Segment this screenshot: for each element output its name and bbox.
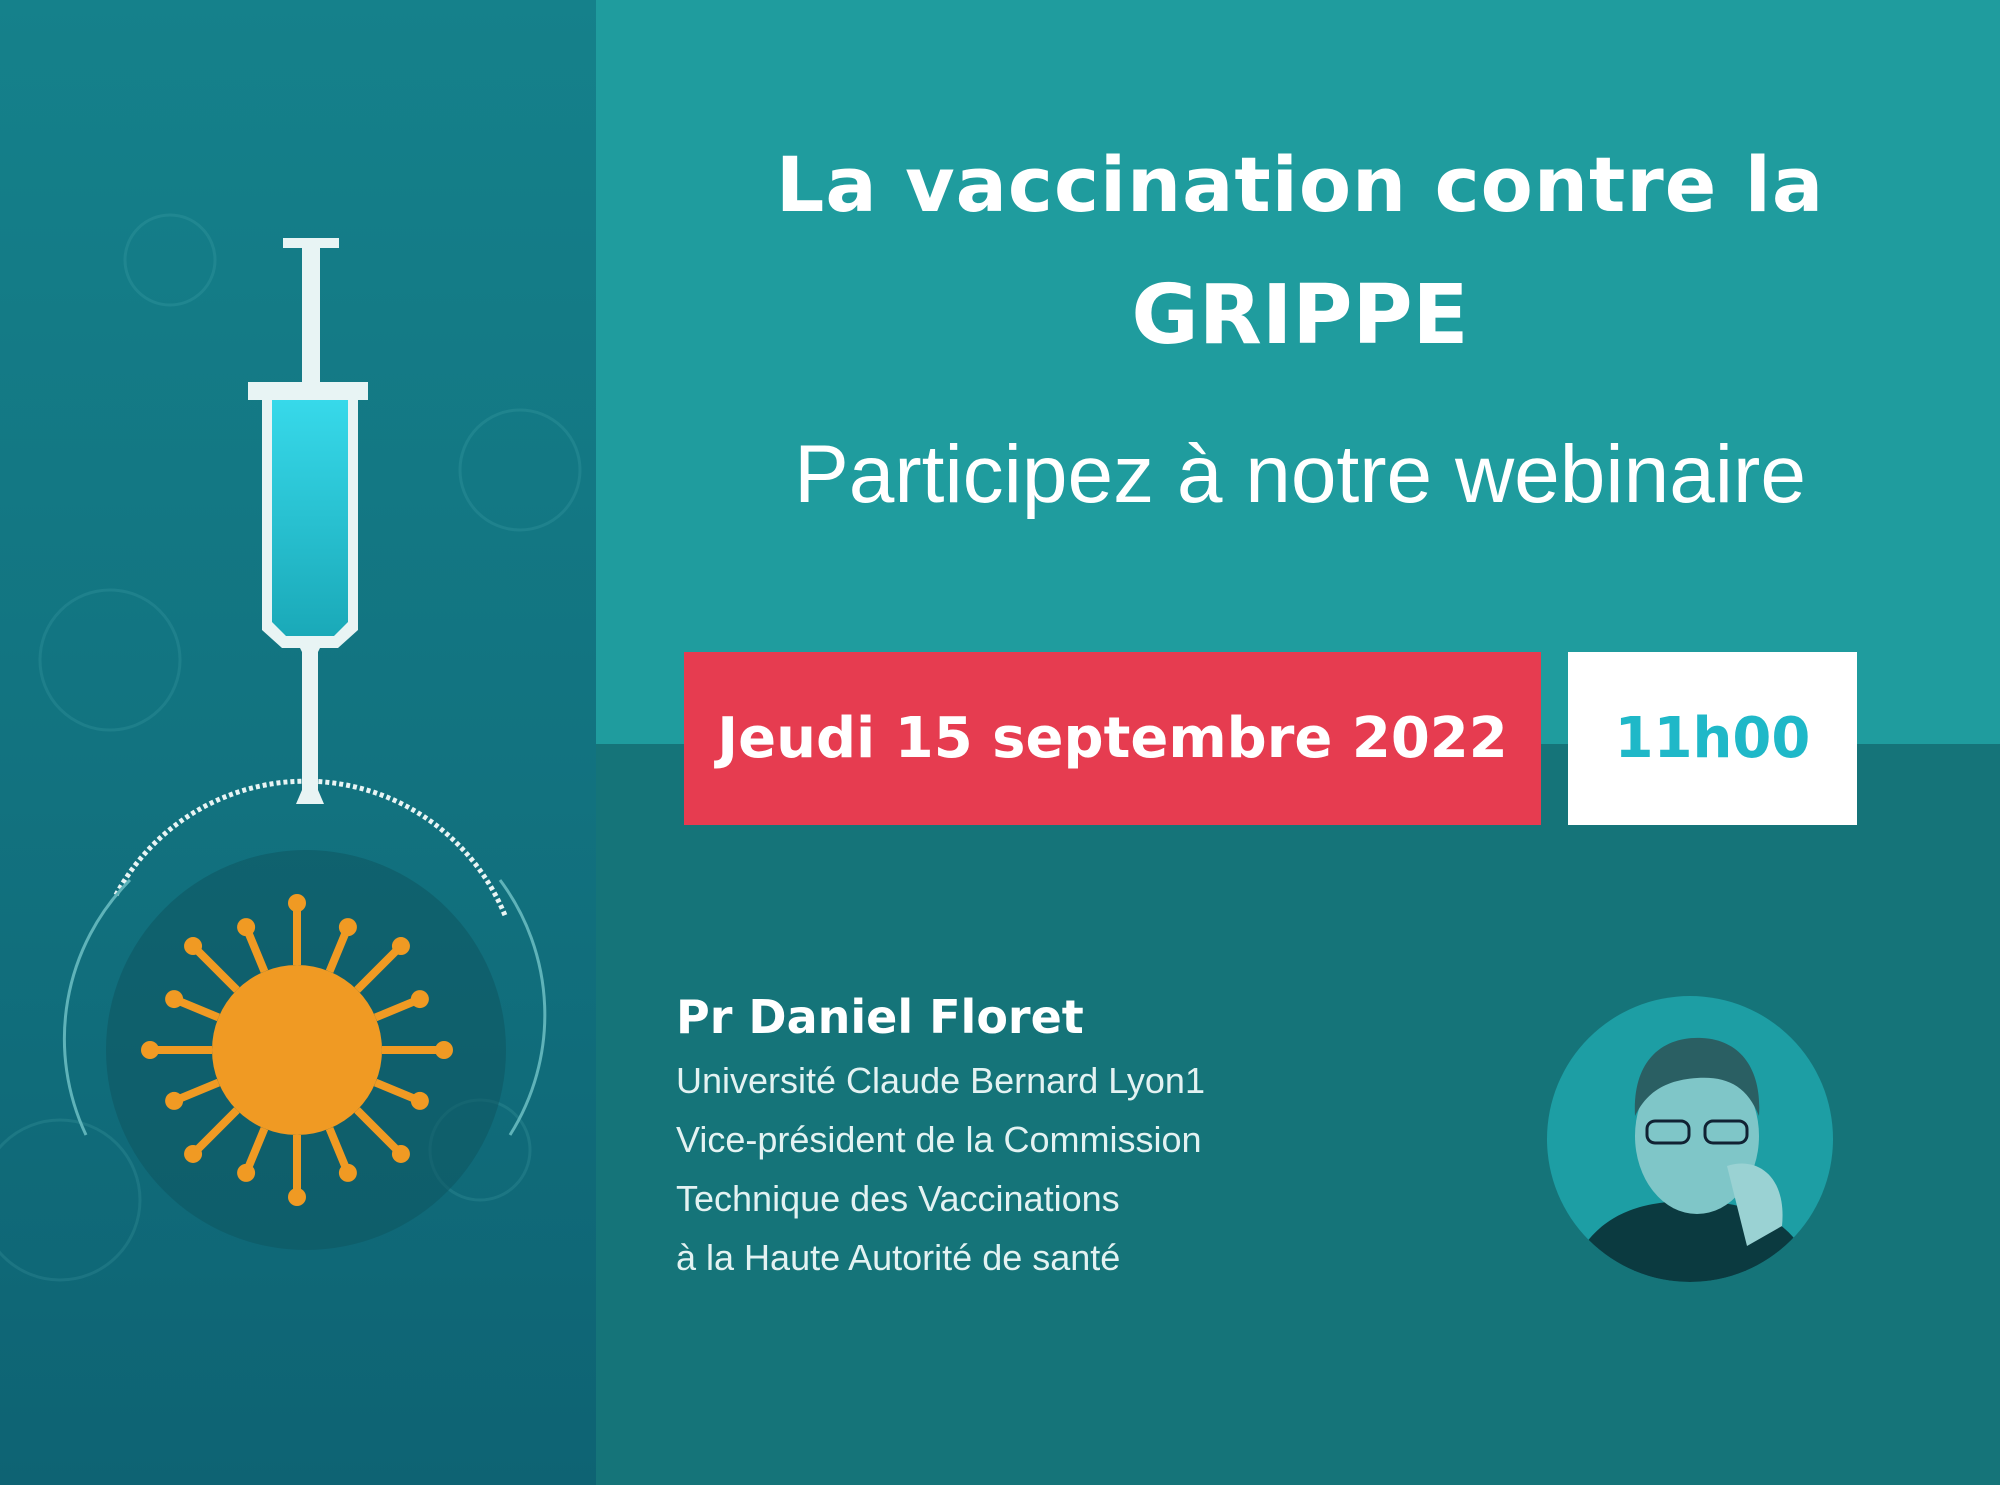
virus-icon bbox=[141, 894, 453, 1206]
speaker-photo bbox=[1547, 996, 1833, 1282]
virus-spike-tip bbox=[237, 1163, 256, 1182]
virus-spike-tip bbox=[165, 990, 184, 1009]
virus-spike bbox=[354, 943, 404, 993]
virus-spike-tip bbox=[184, 937, 203, 956]
virus-spike-tip bbox=[338, 918, 357, 937]
speaker-name: Pr Daniel Floret bbox=[676, 990, 1084, 1044]
virus-spike-tip bbox=[391, 937, 410, 956]
virus-body bbox=[212, 965, 382, 1135]
speaker-affiliation-line: à la Haute Autorité de santé bbox=[676, 1237, 1121, 1278]
speaker-affiliation-line: Technique des Vaccinations bbox=[676, 1178, 1120, 1219]
virus-spike bbox=[354, 1107, 404, 1157]
title-line1: La vaccination contre la bbox=[775, 140, 1825, 229]
event-date-badge: Jeudi 15 septembre 2022 bbox=[684, 652, 1541, 825]
virus-spike-tip bbox=[237, 918, 256, 937]
speaker-affiliation-line: Université Claude Bernard Lyon1 bbox=[676, 1060, 1205, 1101]
virus-spike-tip bbox=[435, 1041, 453, 1059]
speaker-affiliation-line: Vice-président de la Commission bbox=[676, 1119, 1202, 1160]
illustration-panel bbox=[0, 0, 596, 1485]
dotted-arc bbox=[113, 778, 509, 919]
event-time: 11h00 bbox=[1614, 706, 1811, 771]
syringe-icon bbox=[248, 238, 368, 804]
virus-spike-tip bbox=[288, 1188, 306, 1206]
subtitle: Participez à notre webinaire bbox=[794, 429, 1806, 520]
event-time-badge: 11h00 bbox=[1568, 652, 1857, 825]
virus-spike-tip bbox=[410, 1091, 429, 1110]
virus-spike-tip bbox=[184, 1144, 203, 1163]
virus-spike-tip bbox=[141, 1041, 159, 1059]
virus-spike-tip bbox=[165, 1091, 184, 1110]
virus-spike-tip bbox=[410, 990, 429, 1009]
event-date: Jeudi 15 septembre 2022 bbox=[717, 706, 1508, 771]
virus-spike-tip bbox=[288, 894, 306, 912]
title-line2: GRIPPE bbox=[1131, 268, 1469, 363]
virus-spike bbox=[190, 1107, 240, 1157]
virus-spike-tip bbox=[391, 1144, 410, 1163]
virus-spike bbox=[190, 943, 240, 993]
virus-spike-tip bbox=[338, 1163, 357, 1182]
